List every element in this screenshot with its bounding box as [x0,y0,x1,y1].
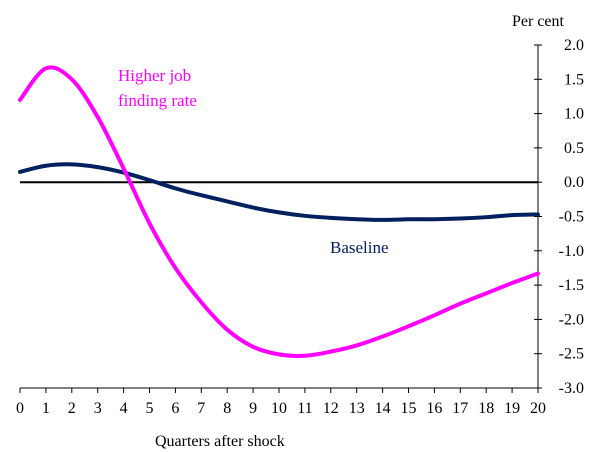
x-tick-label: 16 [426,400,442,417]
x-tick-label: 2 [68,400,76,417]
annotation-baseline: Baseline [330,238,389,257]
x-tick-label: 0 [16,400,24,417]
annotation-higher-job-line1: Higher job [118,66,191,85]
y-tick-label: 1.0 [564,106,584,123]
annotation-higher-job-line2: finding rate [118,91,197,110]
baseline-series-line [18,162,540,222]
x-tick-label: 8 [223,400,231,417]
x-axis-title: Quarters after shock [155,433,285,450]
x-tick-label: 13 [349,400,365,417]
x-tick-label: 15 [401,400,417,417]
y-tick-label: -3.0 [559,380,584,397]
y-tick-label: -0.5 [559,209,584,226]
x-tick-label: 9 [249,400,257,417]
x-tick-label: 19 [504,400,520,417]
y-tick-label: 2.0 [564,37,584,54]
x-tick-label: 10 [271,400,287,417]
y-tick-label: -1.5 [559,277,584,294]
x-tick-label: 3 [94,400,102,417]
y-tick-label: 0.0 [564,174,584,191]
y-tick-label: -2.5 [559,346,584,363]
y-tick-label: -1.0 [559,243,584,260]
plot-area [20,45,539,389]
higher-job-finding-rate-series-line [18,65,540,358]
x-tick-label: 1 [42,400,50,417]
x-tick-label: 6 [171,400,179,417]
series-lines [18,65,540,358]
x-tick-label: 5 [146,400,154,417]
y-tick-label: 1.5 [564,71,584,88]
x-tick-label: 11 [297,400,312,417]
x-tick-label: 7 [197,400,205,417]
x-tick-label: 18 [478,400,494,417]
x-axis-ticks: 0 1 2 3 4 5 6 7 8 9 10 11 12 13 14 15 16 17 18 19 20 [16,388,546,417]
y-tick-label: -2.0 [559,311,584,328]
y-axis-title: Per cent [512,13,565,30]
x-tick-label: 20 [530,400,546,417]
x-tick-label: 4 [120,400,128,417]
y-axis-ticks: 2.0 1.5 1.0 0.5 0.0 -0.5 -1.0 -1.5 -2.0 -2.5 -3.0 [534,37,584,397]
x-tick-label: 12 [323,400,339,417]
x-tick-label: 14 [375,400,391,417]
x-tick-label: 17 [452,400,468,417]
y-tick-label: 0.5 [564,140,584,157]
